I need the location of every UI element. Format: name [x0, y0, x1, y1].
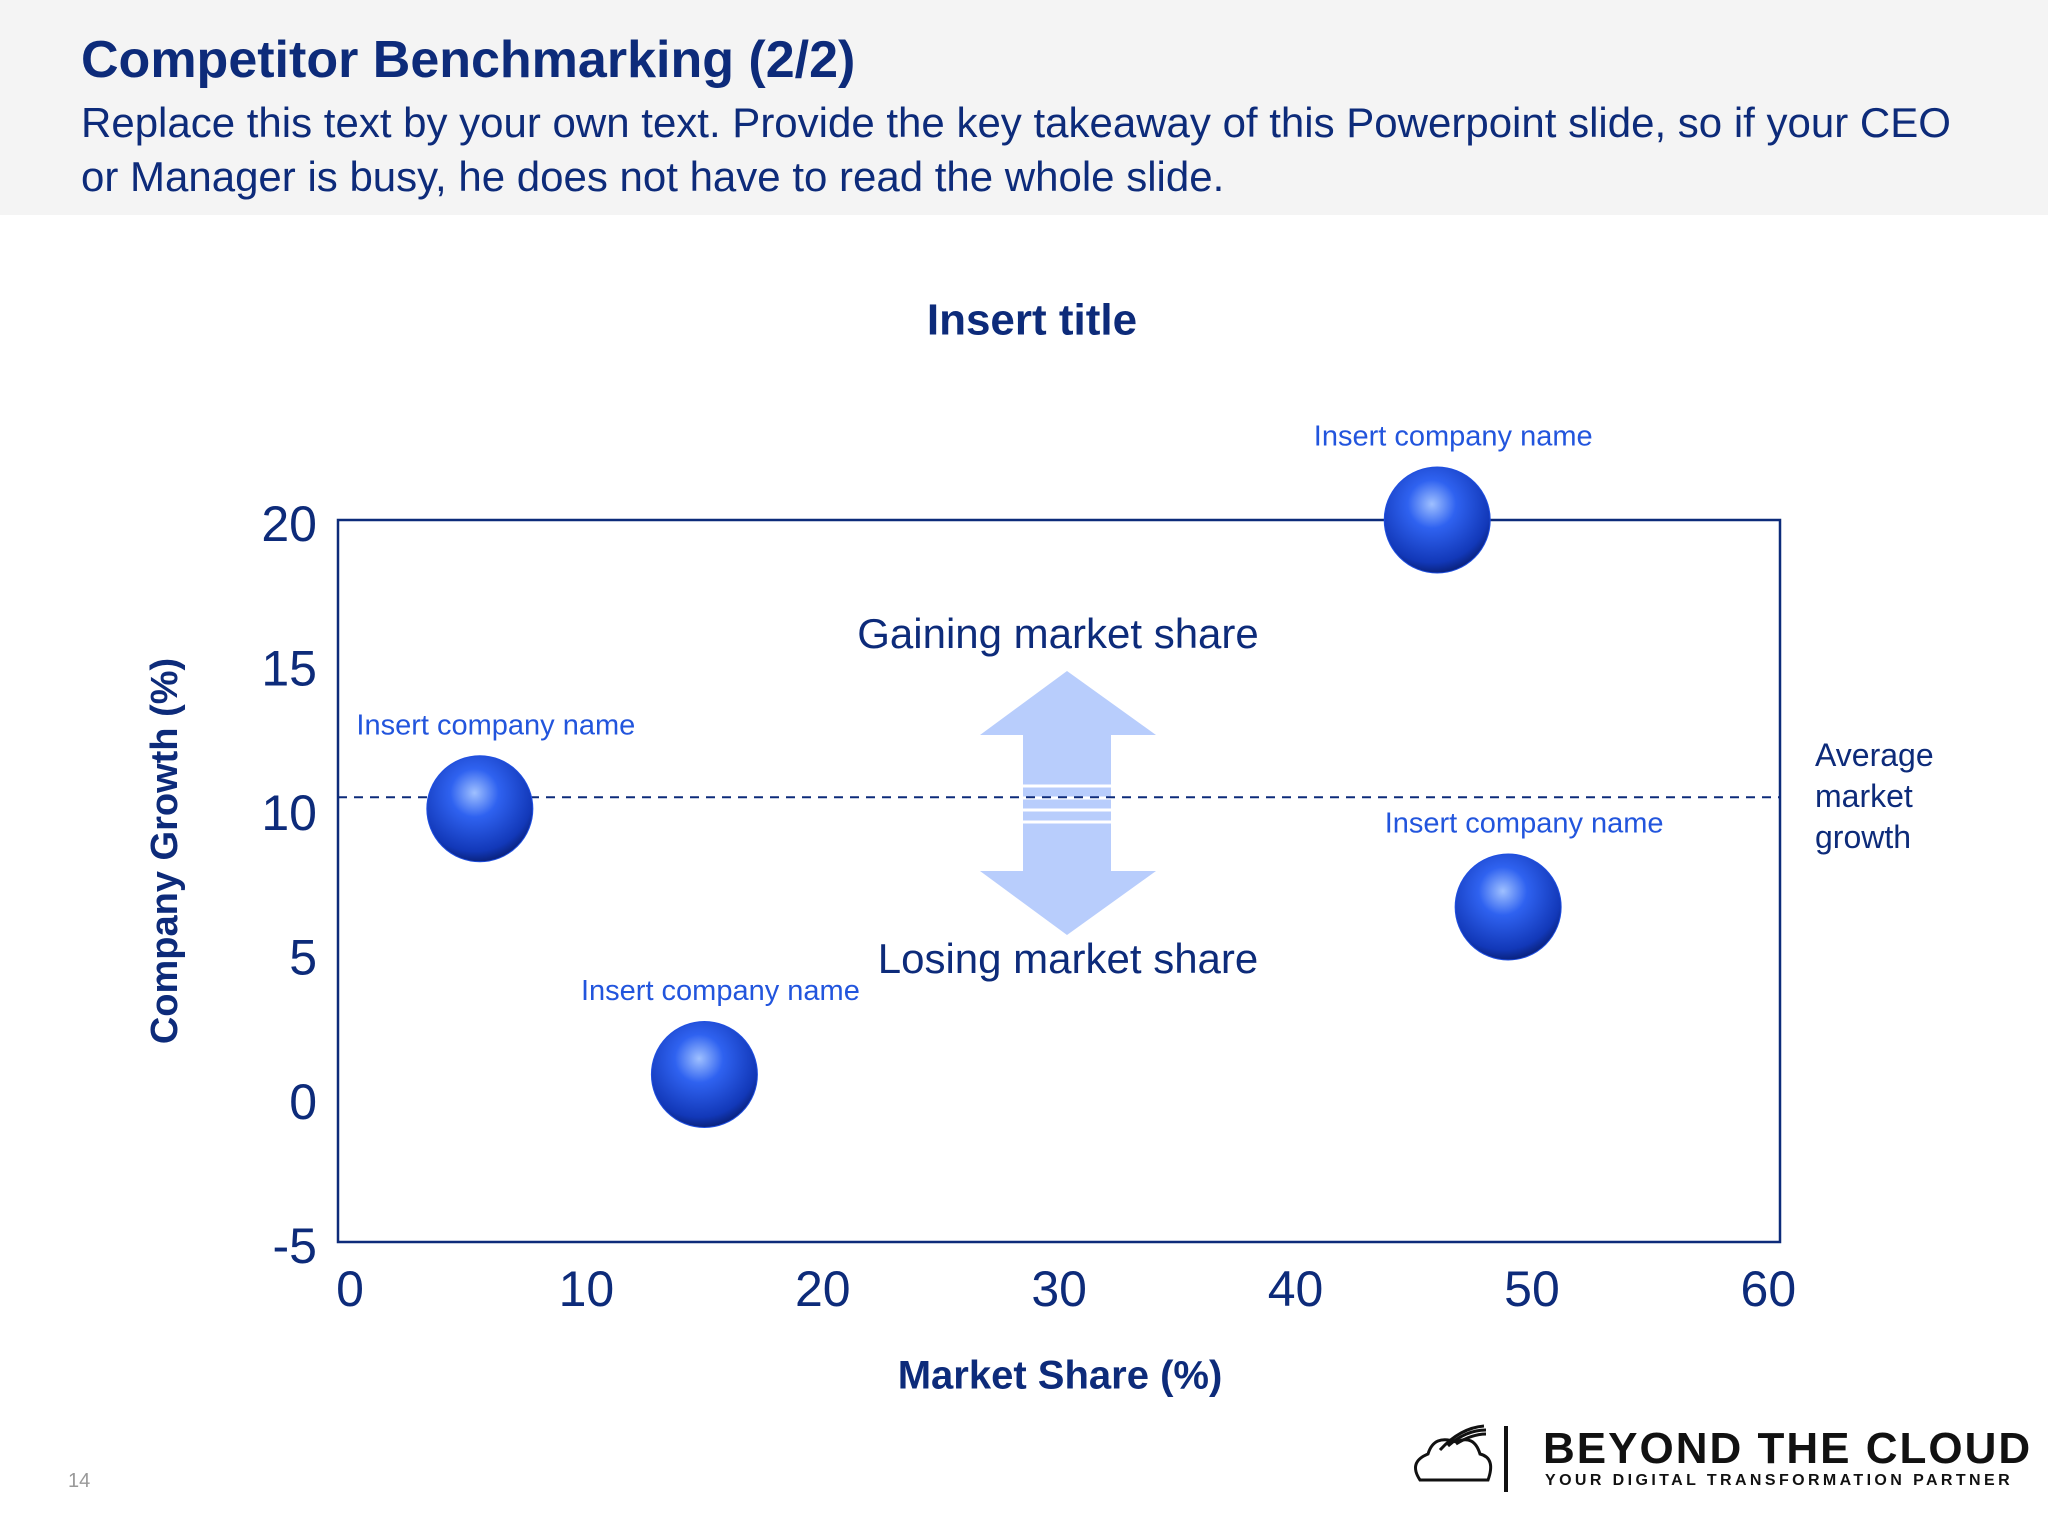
x-tick-label: 50	[1504, 1261, 1560, 1317]
y-tick-label: -5	[273, 1218, 317, 1274]
x-tick-label: 10	[559, 1261, 615, 1317]
brand-tagline: YOUR DIGITAL TRANSFORMATION PARTNER	[1545, 1472, 2014, 1489]
y-tick-label: 15	[261, 641, 317, 697]
x-tick-label: 60	[1741, 1261, 1797, 1317]
x-tick-label: 20	[795, 1261, 851, 1317]
x-axis-title: Market Share (%)	[898, 1354, 1223, 1398]
double-arrow	[980, 671, 1156, 935]
bubble	[1454, 853, 1562, 961]
x-tick-label: 40	[1268, 1261, 1324, 1317]
annotation: Losing market share	[878, 935, 1259, 982]
chart-title: Insert title	[927, 296, 1137, 345]
annotation: Gaining market share	[857, 610, 1259, 657]
bubble	[426, 755, 534, 863]
y-tick-label: 5	[289, 929, 317, 985]
y-tick-label: 20	[261, 496, 317, 552]
point-label: Insert company name	[581, 975, 860, 1007]
header-band	[0, 0, 2048, 215]
plot-frame	[336, 518, 1782, 1244]
x-tick-label: 30	[1031, 1261, 1087, 1317]
brand-name: BEYOND THE CLOUD	[1543, 1424, 2033, 1473]
y-axis-title: Company Growth (%)	[144, 658, 186, 1044]
x-tick-label: 0	[336, 1261, 364, 1317]
slide-subtitle: Replace this text by your own text. Prov…	[81, 99, 1951, 200]
y-tick-label: 10	[261, 785, 317, 841]
y-tick-label: 0	[289, 1074, 317, 1130]
bubble	[1383, 466, 1491, 574]
point-label: Insert company name	[1385, 808, 1664, 840]
bubble	[650, 1020, 758, 1128]
slide-title: Competitor Benchmarking (2/2)	[81, 31, 856, 89]
point-label: Insert company name	[356, 709, 635, 741]
page-number: 14	[68, 1470, 91, 1492]
reference-label: Average market growth	[1815, 737, 1934, 856]
logo-icon	[1414, 1424, 1508, 1492]
point-label: Insert company name	[1314, 421, 1593, 453]
